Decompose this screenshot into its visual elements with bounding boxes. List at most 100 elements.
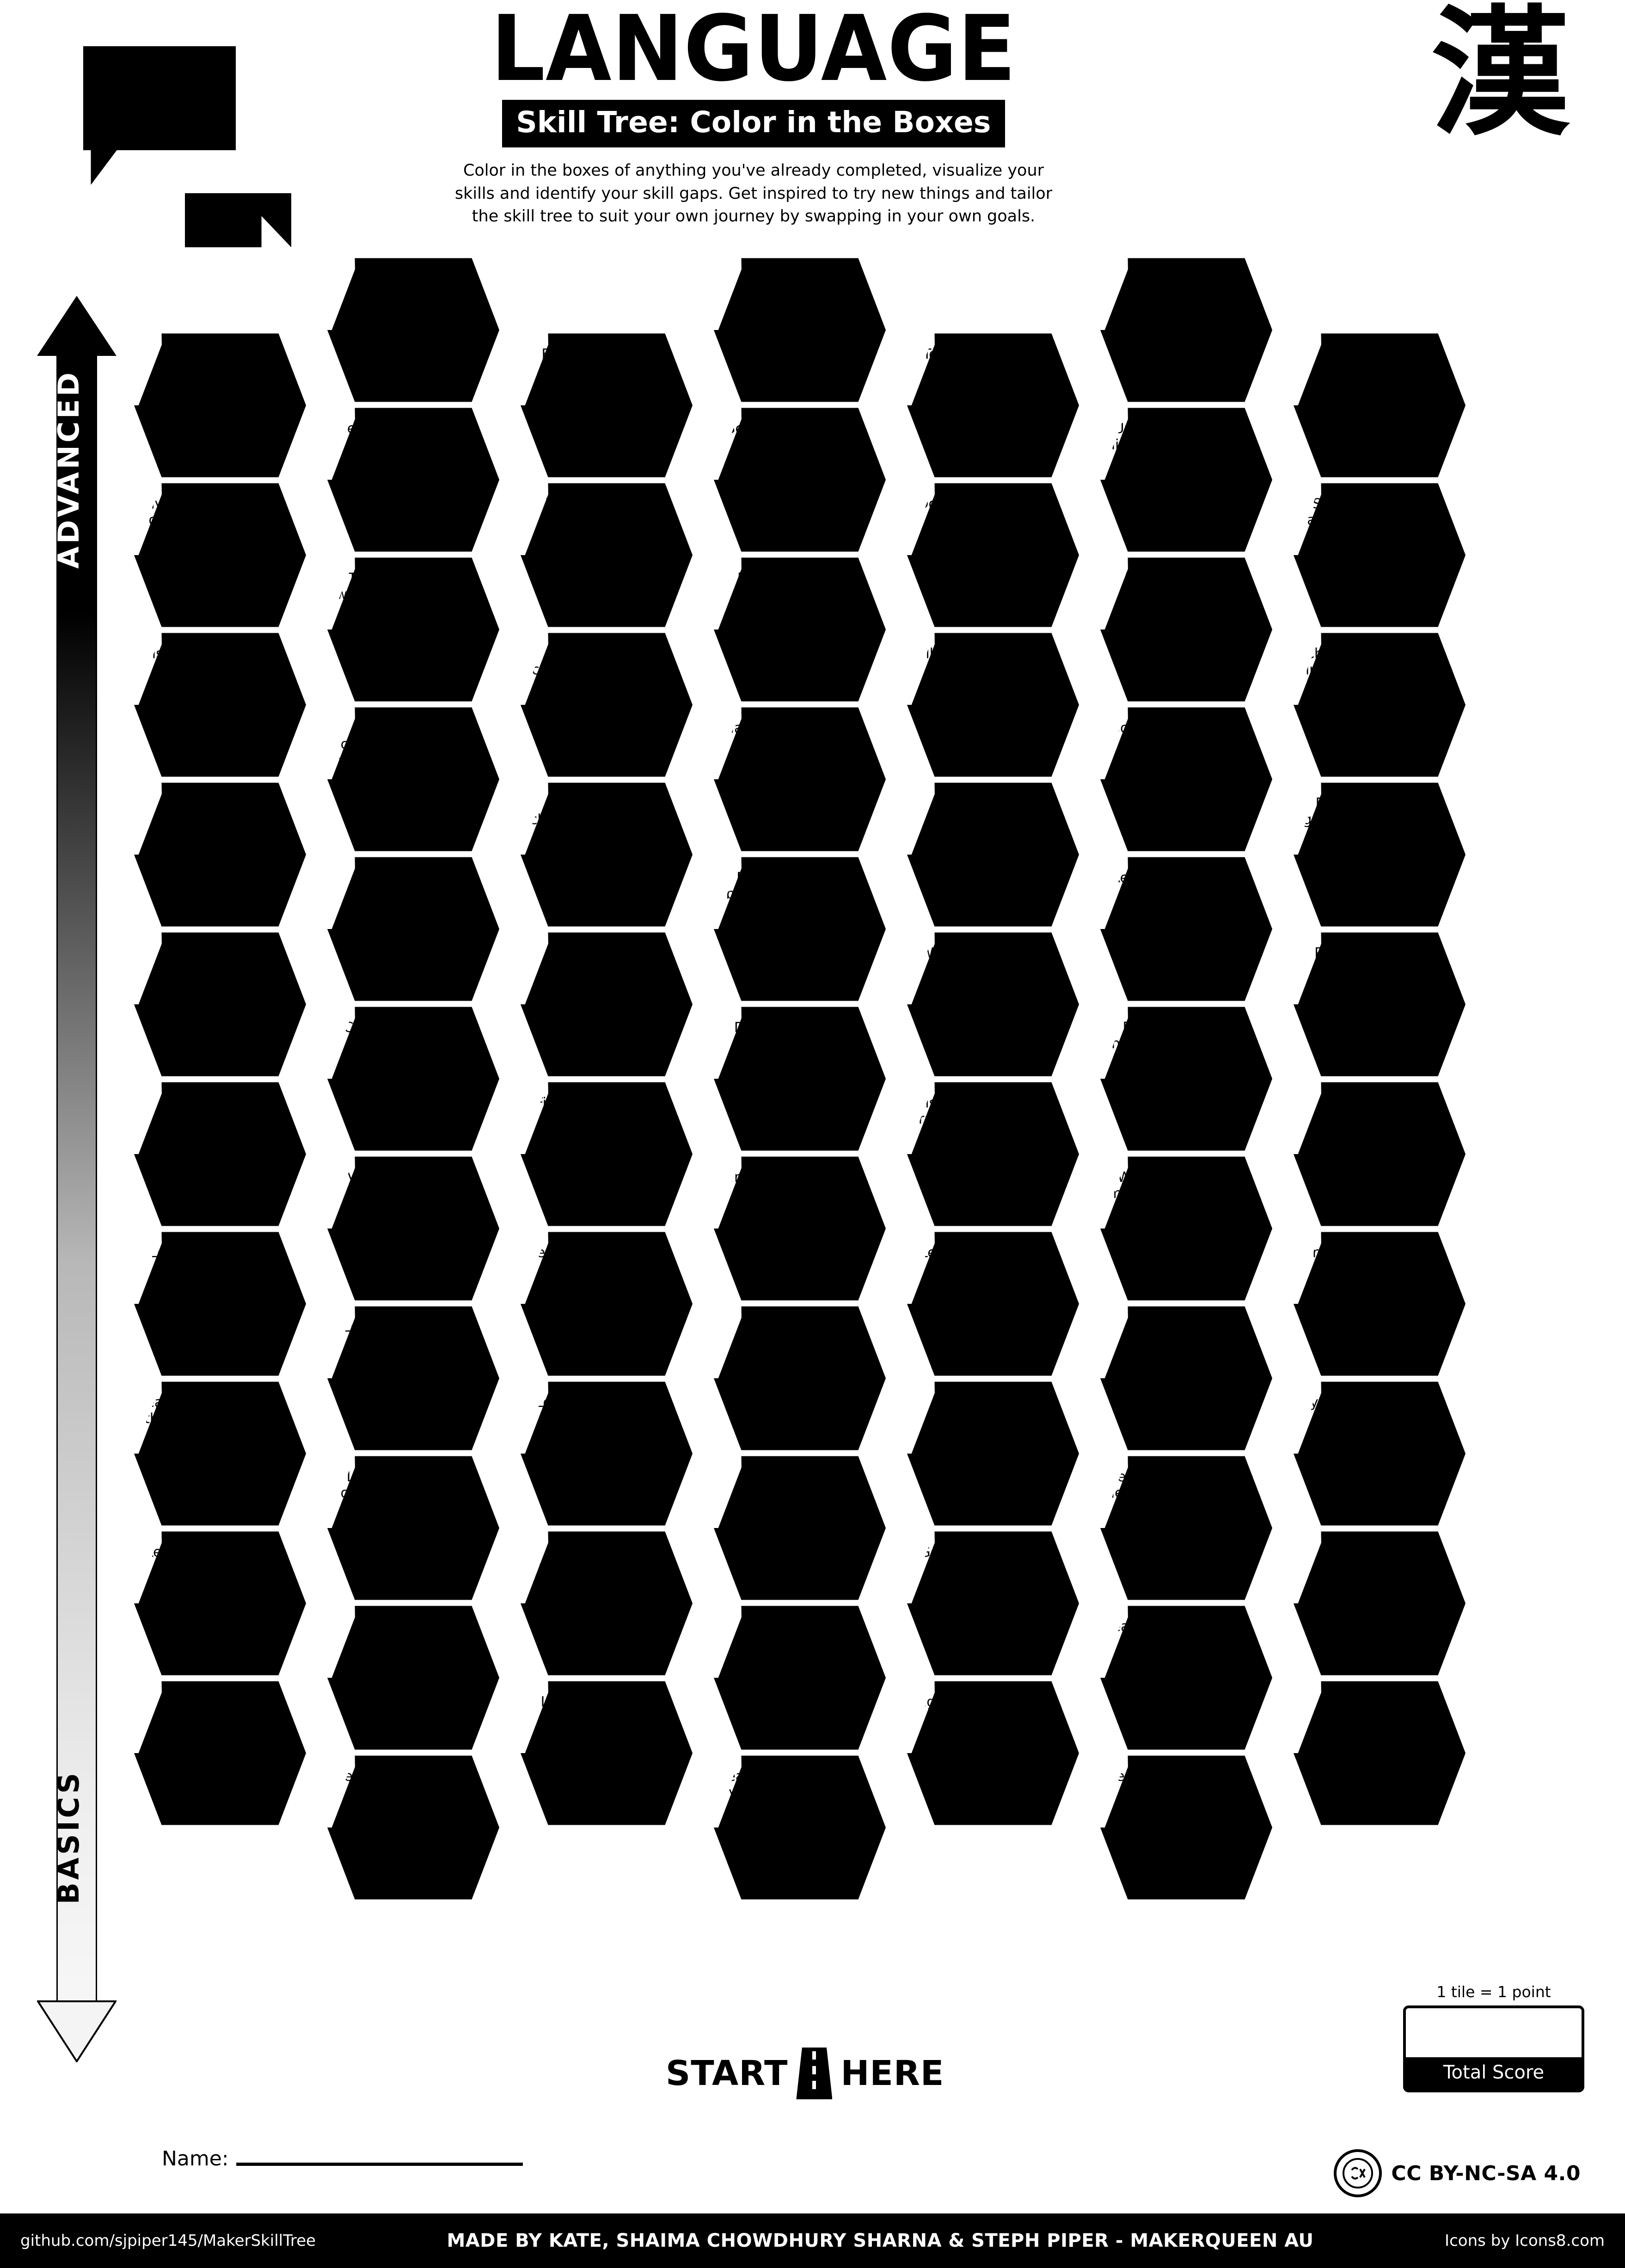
skill-tile[interactable]: Learn how to ask for a bathroom [521, 1232, 693, 1376]
skill-tile[interactable]: Live in the country for one month or lon… [134, 483, 306, 627]
skill-tile[interactable]: Cook a recipe in the language you’re lea… [327, 1007, 499, 1151]
skill-tile[interactable]: Find a pen pal in the language [521, 1082, 693, 1226]
skill-tile[interactable]: Learn how say “Hello” and “How are you” [327, 1755, 499, 1900]
skill-tile[interactable]: Learn how to say ‘Please’ and ‘Thank you… [521, 1531, 693, 1675]
skill-tile[interactable]: Learn about cultural history and law [134, 1232, 306, 1376]
here-label: HERE [840, 2054, 944, 2093]
sugar-skull-icon [205, 1282, 235, 1318]
skill-tile[interactable]: Play a game in the language [1294, 932, 1466, 1076]
skill-tile[interactable]: Learn basic sign language [327, 857, 499, 1001]
skill-tile[interactable]: Learn words for different hobbies [1294, 1531, 1466, 1675]
skill-tile[interactable]: Learn how to introduce yourself in langu… [714, 1755, 886, 1900]
skill-tile[interactable]: Spend a day with a family speaking in th… [1294, 483, 1466, 627]
speech-bubbles-icon [785, 458, 815, 494]
license-block: CC BY-NC-SA 4.0 [1334, 2149, 1581, 2197]
skill-tile[interactable]: Become a polyglot [521, 333, 693, 477]
speech-bubbles-icon [1171, 474, 1202, 510]
skill-tile[interactable]: Learn phrases for small talk [1100, 1606, 1272, 1750]
skill-tile[interactable]: Make friends with someone in the languag… [1100, 557, 1272, 702]
skill-tile[interactable]: Learn words for different animals [714, 1456, 886, 1600]
skill-tile[interactable]: Learn the history and origins of your la… [134, 1531, 306, 1675]
skill-tile[interactable]: Learn how to say the time [907, 1232, 1079, 1376]
skill-tile[interactable]: Understand different dialects and accent… [1100, 408, 1272, 552]
soup-bowl-icon [398, 1073, 429, 1109]
skill-tile[interactable]: Learn words for different places [907, 1382, 1079, 1526]
skill-tile[interactable]: Write a blog or a letter in the language [714, 1156, 886, 1301]
skill-tile[interactable]: Try on traditional clothing of the cultu… [521, 782, 693, 927]
skill-tile[interactable]: Learn how to speak in detail about yours… [1100, 1456, 1272, 1600]
skill-tile[interactable]: Play a role playing game in the language [1294, 782, 1466, 927]
skill-tile[interactable]: Book accommodation in the language [1100, 707, 1272, 851]
dollar-coin-icon: $ [398, 774, 429, 810]
skill-tile[interactable]: Try different foods from the culture [1294, 1382, 1466, 1526]
skill-tile[interactable]: Visit a local culture group [327, 1156, 499, 1301]
name-field-row[interactable]: Name: [162, 2147, 523, 2170]
name-input-line[interactable] [236, 2163, 523, 2166]
skill-tile[interactable]: Translate a song [134, 1082, 306, 1226]
sign-language-icon [398, 907, 429, 943]
skill-tile[interactable]: (set your own goal) [134, 333, 306, 477]
footer-repo-link[interactable]: github.com/sjpiper145/MakerSkillTree [20, 2231, 316, 2250]
skill-tile[interactable]: Teach a friend a language skill [134, 932, 306, 1076]
skill-tile[interactable]: Learn the written alphabet in the langua… [1100, 1306, 1272, 1450]
skill-tile[interactable]: Change the language in your mobile phone [1294, 633, 1466, 777]
skill-tile[interactable]: Learn words for numbers 1 2 3 [1294, 1681, 1466, 1825]
skill-tile[interactable]: Learn about cultural practices and tradi… [327, 1306, 499, 1450]
skill-tile[interactable]: Learn slang in the language [714, 557, 886, 702]
skill-tile[interactable]: (set your own goal) [1294, 333, 1466, 477]
skill-tile[interactable]: Read or watch the news in the language [1100, 1007, 1272, 1151]
skill-tile[interactable]: Make small talk with a stranger [714, 707, 886, 851]
skill-tile[interactable]: Make notes and flashcards [714, 1606, 886, 1750]
skill-tile[interactable]: Watch a TV show or movie in the language [1100, 1156, 1272, 1301]
skill-tile[interactable]: Learn how to ask for directions [521, 1382, 693, 1526]
skill-tile-label: Read or watch the news in the language [1111, 1020, 1261, 1052]
skill-tile[interactable]: Visit markets and haggle a price $ [521, 483, 693, 627]
skill-tile[interactable]: Become fluent in two languages [714, 408, 886, 552]
skill-tile[interactable]: Learn or build a fantasy language [134, 782, 306, 927]
skill-tile[interactable]: Talk for an entire day in the language [907, 633, 1079, 777]
footer-icons-credit[interactable]: Icons by Icons8.com [1445, 2231, 1605, 2250]
skill-tile[interactable]: Learn to translate text A 文 [1100, 1755, 1272, 1900]
skill-tile[interactable]: (set your own goal) [714, 258, 886, 402]
skill-tile[interactable]: Become fluent in sign language [327, 408, 499, 552]
skill-tile[interactable]: Listen to a podcast or radio in the lang… [907, 1082, 1079, 1226]
skill-tile[interactable]: Learn about the currency and getting aro… [327, 707, 499, 851]
grammar-book-icon: A [591, 1731, 622, 1767]
skill-tile[interactable]: Sign up for a language learning platform [907, 1681, 1079, 1825]
svg-text:$: $ [602, 544, 611, 560]
skill-tile[interactable]: Order food in the language [907, 782, 1079, 927]
skill-tile[interactable]: Find a tandem partner [1294, 1232, 1466, 1376]
skill-tile-label: Learn phrases for small talk [1104, 1619, 1268, 1651]
skill-tile[interactable]: (set your own goal) [327, 258, 499, 402]
skill-tile[interactable]: (set your own goal) [1100, 258, 1272, 402]
skill-tile-label: Learn words for numbers [1325, 1694, 1434, 1727]
skill-tile[interactable]: Get an exercise book for learning writte… [907, 1531, 1079, 1675]
skill-tile[interactable]: Visit a cultural festival [134, 633, 306, 777]
skill-tile[interactable]: Tell a story in the language [521, 932, 693, 1076]
skill-tile[interactable]: Learn words for different colors [714, 1306, 886, 1450]
skill-tile[interactable]: Make a habit to regularly practice [1294, 1082, 1466, 1226]
total-score-box[interactable]: 1 tile = 1 point Total Score [1403, 1983, 1584, 2092]
skill-tile-label: (set your own goal) [160, 346, 280, 361]
headphones-icon [978, 1731, 1008, 1767]
soup-bowl-icon [205, 1731, 235, 1767]
skill-tile[interactable]: Plan a trip to the country the language … [521, 633, 693, 777]
svg-text:2: 2 [1373, 1748, 1383, 1764]
skill-tile[interactable]: Learn words for different household item… [327, 1606, 499, 1750]
skill-tile[interactable]: Learn words for different foods [134, 1681, 306, 1825]
skill-tile[interactable]: Do a course taught in the language [907, 483, 1079, 627]
svg-text:文: 文 [1188, 1384, 1196, 1394]
score-input-area[interactable] [1406, 2008, 1582, 2057]
skill-tile-label: Do word puzzles in language [734, 1020, 866, 1052]
skill-tile[interactable]: Write a journal in the language [907, 932, 1079, 1076]
skill-tile-label: Become a polyglot [541, 346, 672, 362]
skill-tile-label: (set your own goal) [1126, 271, 1246, 285]
skill-tile[interactable]: Learn words for days of the week and mon… [134, 1382, 306, 1526]
skill-tile[interactable]: Teach a class on the language [907, 333, 1079, 477]
skill-tile[interactable]: Learn the basics of grammar A [521, 1681, 693, 1825]
skill-tile[interactable]: Read a fiction book in the language [1100, 857, 1272, 1001]
skill-tile[interactable]: Travel to a country where the language i… [327, 557, 499, 702]
skill-tile[interactable]: Read a non-fiction book in the language [714, 857, 886, 1001]
skill-tile[interactable]: Label items in your room with in languag… [327, 1456, 499, 1600]
skill-tile[interactable]: Do word puzzles in language W O R D [714, 1007, 886, 1151]
